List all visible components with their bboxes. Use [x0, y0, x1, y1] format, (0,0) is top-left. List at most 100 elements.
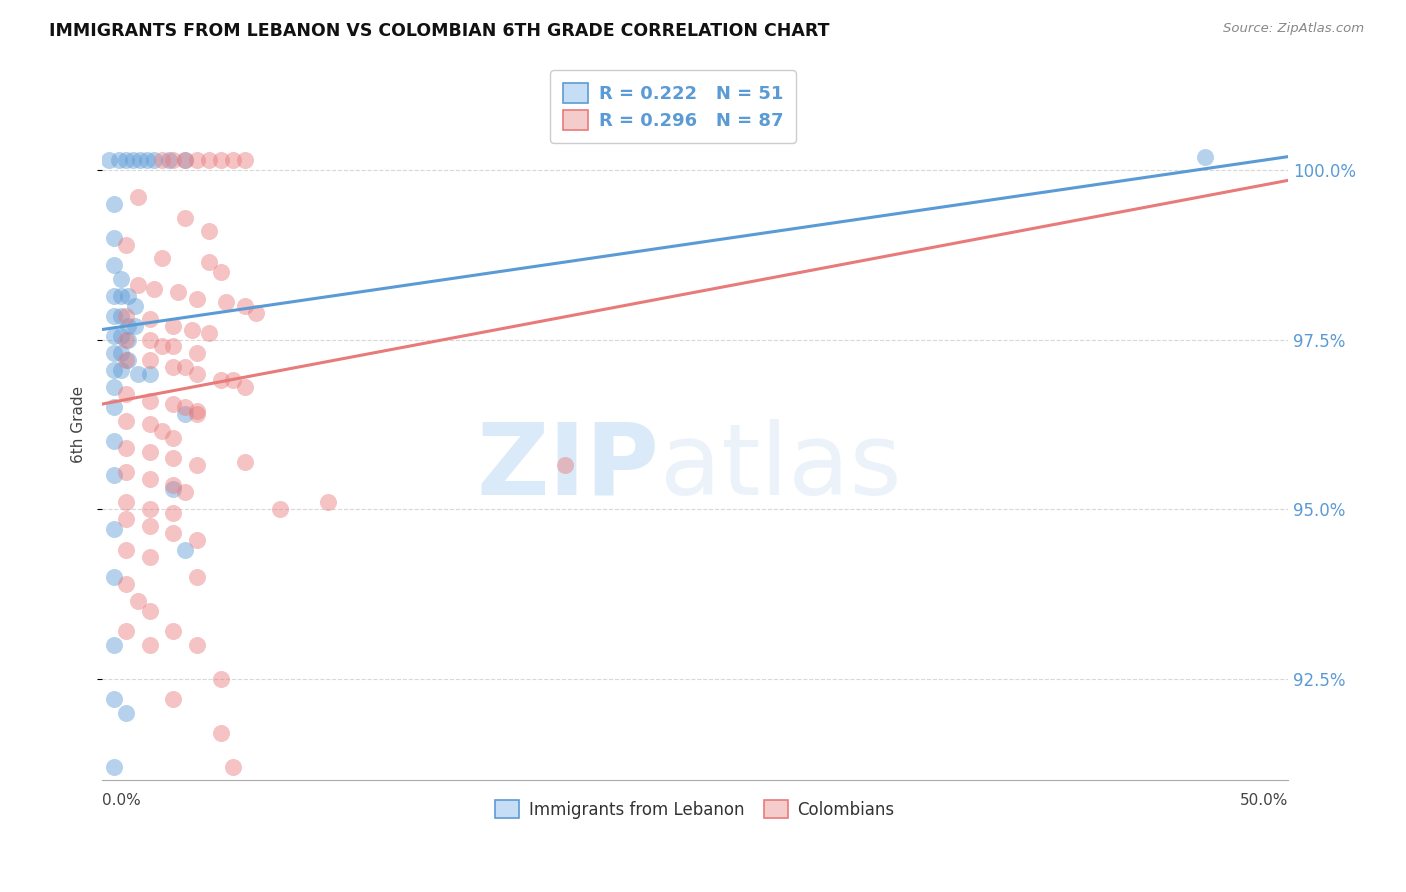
Point — [162, 339, 184, 353]
Point — [110, 329, 132, 343]
Point — [269, 502, 291, 516]
Point — [103, 329, 125, 343]
Point — [103, 760, 125, 774]
Point — [138, 333, 160, 347]
Point — [122, 153, 145, 167]
Point — [209, 726, 232, 740]
Point — [124, 319, 146, 334]
Point — [233, 299, 256, 313]
Point — [138, 638, 160, 652]
Point — [167, 285, 190, 300]
Point — [209, 847, 232, 862]
Text: ZIP: ZIP — [477, 418, 659, 516]
Point — [186, 346, 208, 360]
Point — [103, 197, 125, 211]
Point — [124, 299, 146, 313]
Point — [209, 373, 232, 387]
Point — [115, 576, 138, 591]
Point — [115, 706, 138, 720]
Y-axis label: 6th Grade: 6th Grade — [72, 386, 86, 463]
Point — [174, 211, 197, 225]
Text: 0.0%: 0.0% — [103, 792, 141, 807]
Point — [186, 570, 208, 584]
Point — [103, 468, 125, 483]
Point — [186, 367, 208, 381]
Point — [150, 252, 173, 266]
Text: Source: ZipAtlas.com: Source: ZipAtlas.com — [1223, 22, 1364, 36]
Point — [127, 367, 149, 381]
Point — [162, 692, 184, 706]
Point — [174, 359, 197, 374]
Point — [115, 333, 138, 347]
Point — [143, 153, 166, 167]
Point — [150, 424, 173, 438]
Point — [110, 309, 132, 323]
Point — [162, 153, 184, 167]
Point — [117, 319, 139, 334]
Point — [174, 407, 197, 421]
Point — [103, 692, 125, 706]
Point — [108, 153, 131, 167]
Point — [115, 387, 138, 401]
Point — [162, 359, 184, 374]
Point — [174, 542, 197, 557]
Point — [103, 309, 125, 323]
Point — [174, 153, 197, 167]
Point — [103, 363, 125, 377]
Point — [98, 153, 121, 167]
Point — [103, 288, 125, 302]
Point — [186, 533, 208, 547]
Point — [162, 482, 184, 496]
Point — [115, 512, 138, 526]
Point — [174, 401, 197, 415]
Point — [186, 638, 208, 652]
Point — [103, 401, 125, 415]
Point — [138, 472, 160, 486]
Point — [162, 506, 184, 520]
Point — [186, 458, 208, 472]
Point — [186, 292, 208, 306]
Point — [127, 190, 149, 204]
Point — [115, 309, 138, 323]
Point — [143, 282, 166, 296]
Text: 50.0%: 50.0% — [1240, 792, 1288, 807]
Point — [129, 153, 152, 167]
Point — [162, 478, 184, 492]
Point — [127, 593, 149, 607]
Point — [162, 624, 184, 639]
Text: IMMIGRANTS FROM LEBANON VS COLOMBIAN 6TH GRADE CORRELATION CHART: IMMIGRANTS FROM LEBANON VS COLOMBIAN 6TH… — [49, 22, 830, 40]
Point — [1194, 150, 1216, 164]
Point — [198, 153, 221, 167]
Point — [110, 288, 132, 302]
Point — [221, 373, 243, 387]
Legend: Immigrants from Lebanon, Colombians: Immigrants from Lebanon, Colombians — [489, 793, 901, 825]
Point — [115, 153, 138, 167]
Point — [162, 525, 184, 540]
Point — [138, 444, 160, 458]
Point — [115, 353, 138, 368]
Point — [221, 153, 243, 167]
Point — [110, 363, 132, 377]
Point — [162, 431, 184, 445]
Point — [162, 397, 184, 411]
Point — [115, 542, 138, 557]
Point — [115, 465, 138, 479]
Point — [103, 570, 125, 584]
Point — [221, 760, 243, 774]
Text: atlas: atlas — [659, 418, 901, 516]
Point — [245, 305, 267, 319]
Point — [257, 828, 280, 842]
Point — [233, 153, 256, 167]
Point — [115, 624, 138, 639]
Point — [103, 523, 125, 537]
Point — [138, 549, 160, 564]
Point — [117, 353, 139, 368]
Point — [209, 153, 232, 167]
Point — [233, 380, 256, 394]
Point — [198, 224, 221, 238]
Point — [186, 404, 208, 418]
Point — [127, 278, 149, 293]
Point — [110, 271, 132, 285]
Point — [316, 495, 339, 509]
Point — [214, 295, 236, 310]
